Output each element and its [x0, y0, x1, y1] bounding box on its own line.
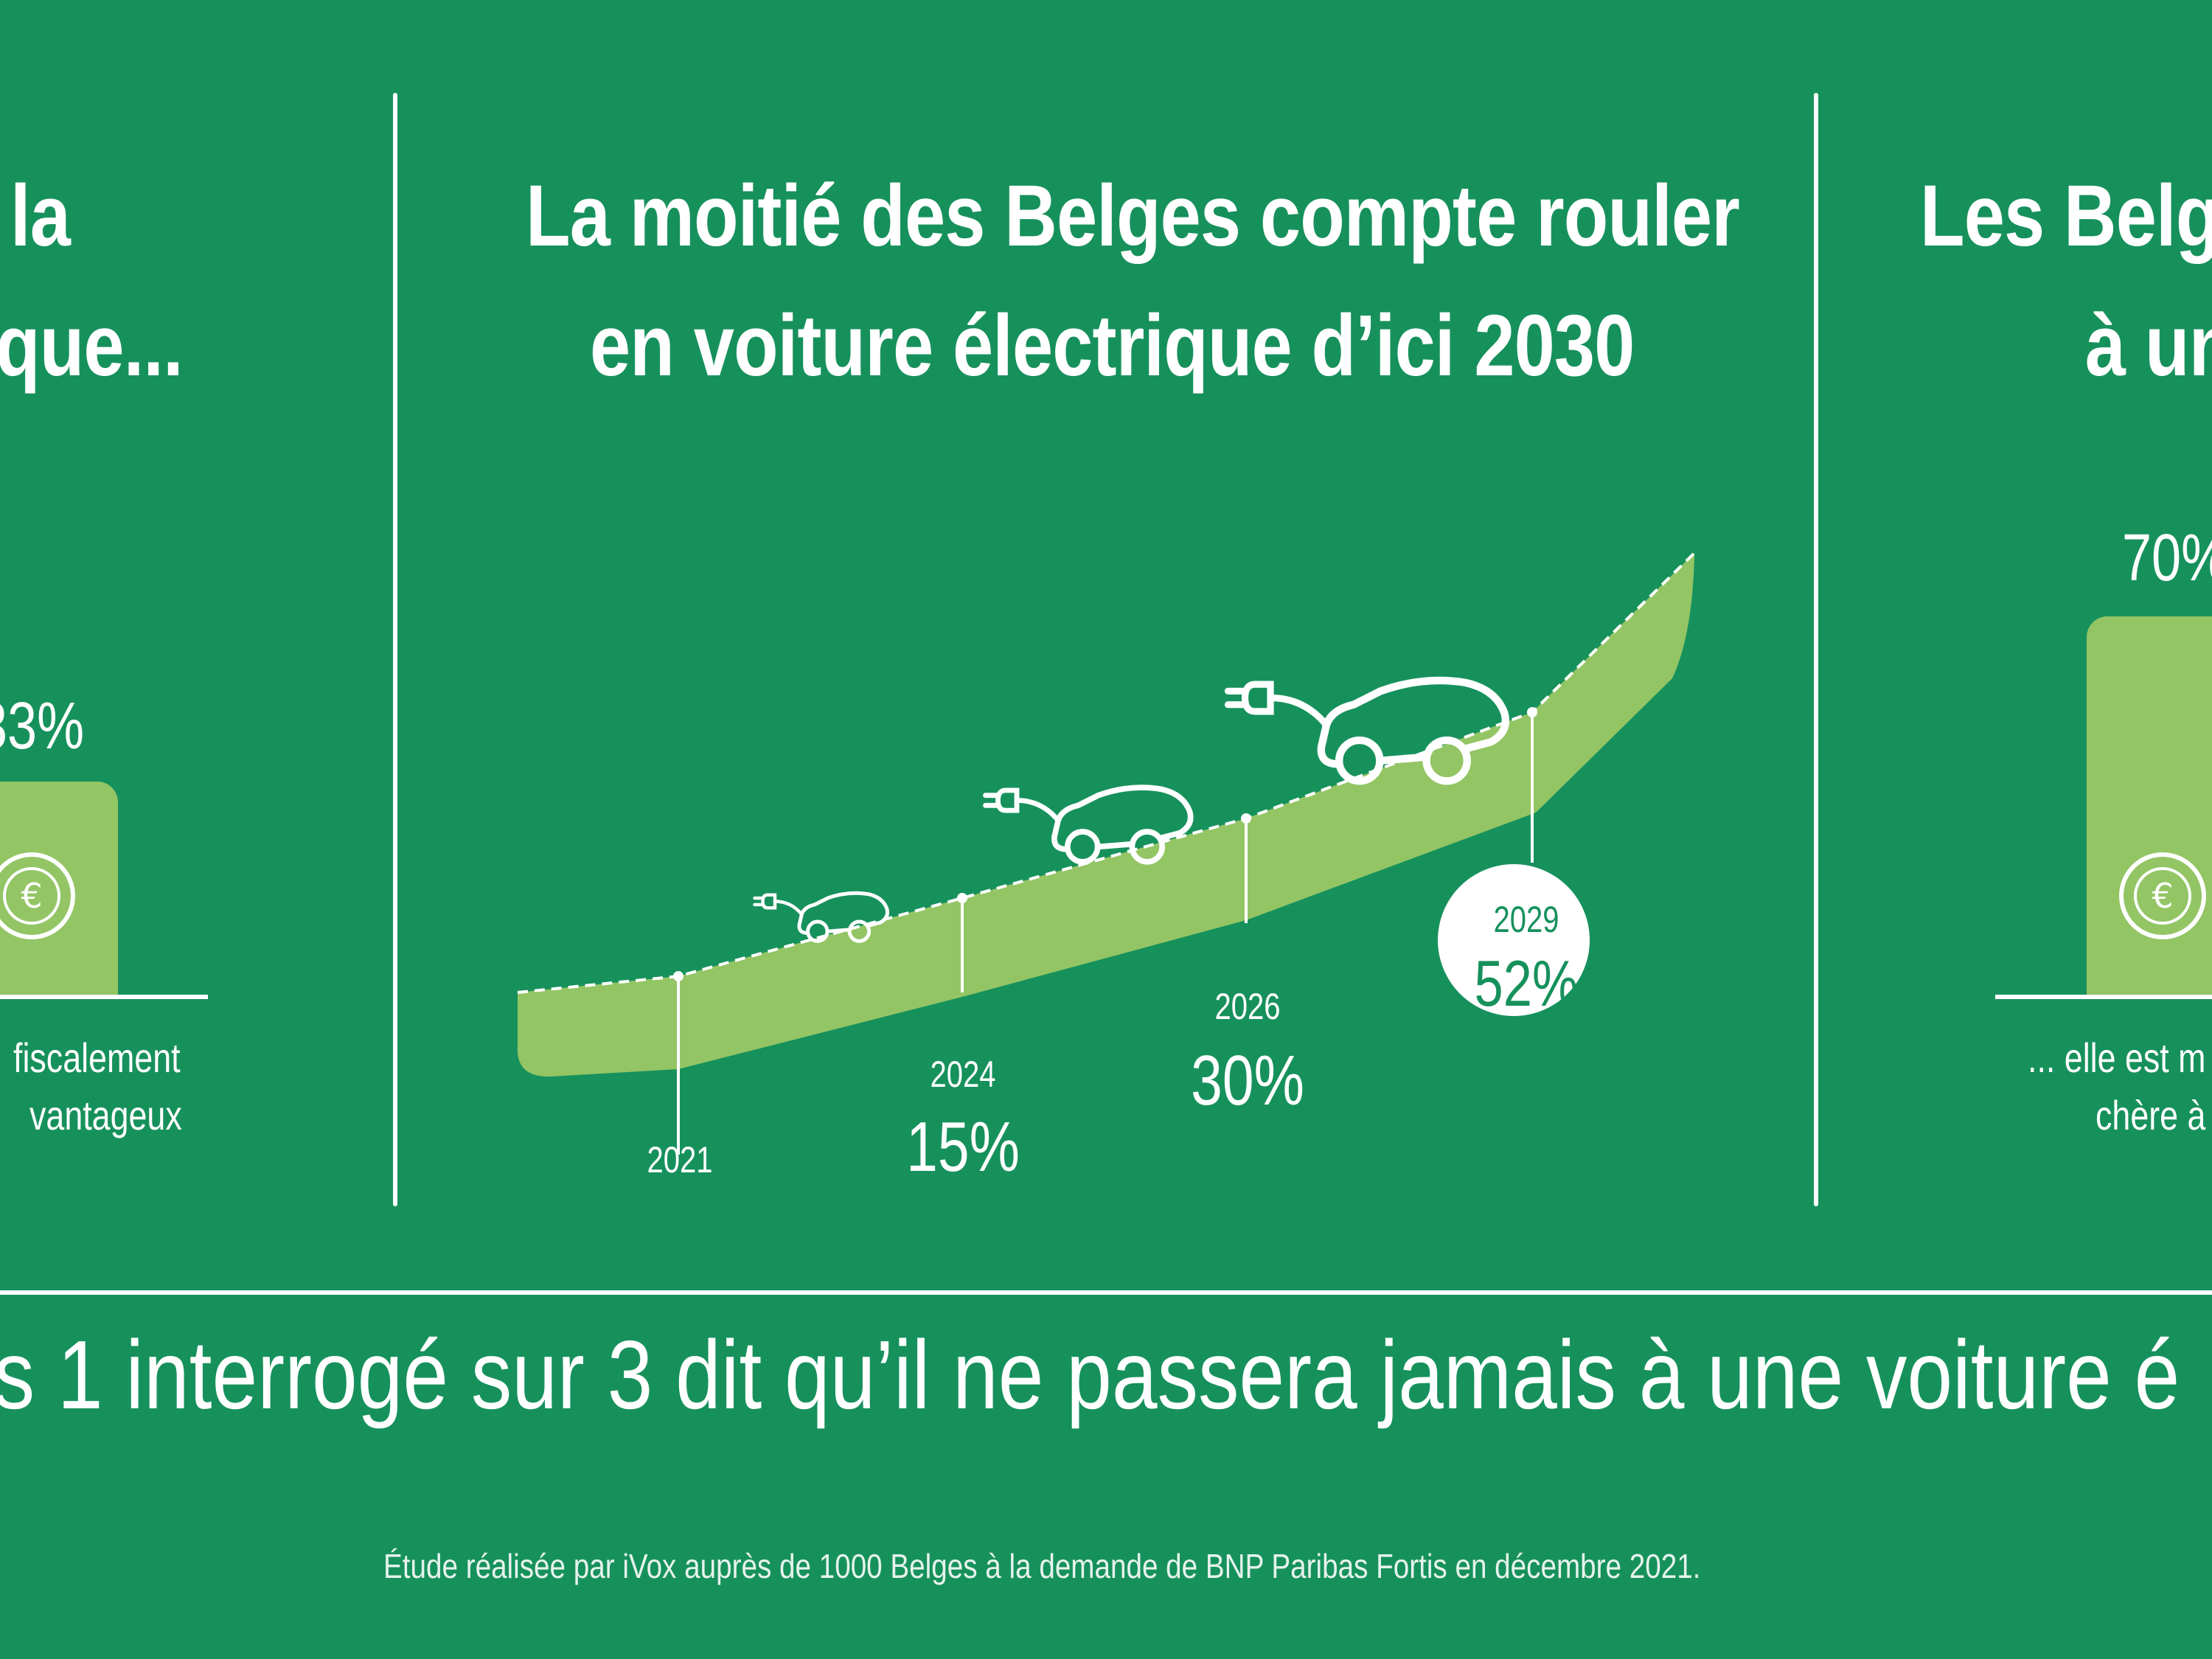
divider-left — [393, 93, 397, 1206]
left-baseline — [0, 995, 208, 999]
euro-symbol-icon: € — [2134, 867, 2191, 925]
left-title-line-1: la — [10, 167, 71, 265]
value-label-2024: 15% — [906, 1107, 1020, 1186]
data-point-2026 — [1241, 813, 1251, 824]
divider-horizontal — [0, 1290, 2212, 1295]
source-footnote: Étude réalisée par iVox auprès de 1000 B… — [383, 1547, 1701, 1585]
electric-car-icon — [753, 891, 889, 943]
data-point-2021 — [673, 971, 684, 981]
highlight-circle-2029 — [1438, 864, 1590, 1016]
left-caption-line-1: fiscalement — [13, 1034, 181, 1081]
right-title-line-1: Les Belge — [1920, 167, 2212, 265]
area-top-dashed-line — [517, 552, 1696, 994]
euro-symbol-icon: € — [3, 867, 60, 925]
right-caption-line-2: chère à l’a — [2096, 1092, 2212, 1138]
right-bar — [2087, 616, 2212, 997]
data-point-2029 — [1527, 707, 1537, 717]
left-caption-line-2: vantageux — [29, 1092, 182, 1138]
year-label-2024: 2024 — [930, 1054, 996, 1095]
electric-car-icon — [1224, 676, 1510, 785]
right-caption-line-1: ... elle est m — [2028, 1034, 2206, 1081]
bottom-statement: ns 1 interrogé sur 3 dit qu’il ne passer… — [0, 1321, 2180, 1429]
electric-car-icon — [983, 785, 1194, 865]
divider-right — [1814, 93, 1818, 1206]
left-title-line-2: que... — [0, 297, 184, 394]
right-baseline — [1995, 995, 2212, 999]
right-value-label: 70% — [2122, 521, 2212, 595]
right-title-line-2: à un — [2085, 297, 2212, 394]
year-label-2029: 2029 — [1493, 899, 1559, 940]
data-point-2024 — [957, 893, 967, 903]
value-label-2026: 30% — [1191, 1041, 1304, 1120]
left-value-label: 33% — [0, 689, 85, 763]
euro-coin-icon: € — [0, 852, 75, 939]
value-label-2029: 52% — [1474, 947, 1579, 1020]
center-title-line-1: La moitié des Belges compte rouler — [526, 167, 1740, 265]
euro-coin-icon: € — [2119, 852, 2206, 939]
year-label-2021: 2021 — [647, 1139, 713, 1180]
center-title-line-2: en voiture électrique d’ici 2030 — [590, 297, 1635, 394]
year-label-2026: 2026 — [1214, 986, 1281, 1027]
area-band — [517, 553, 1695, 1077]
